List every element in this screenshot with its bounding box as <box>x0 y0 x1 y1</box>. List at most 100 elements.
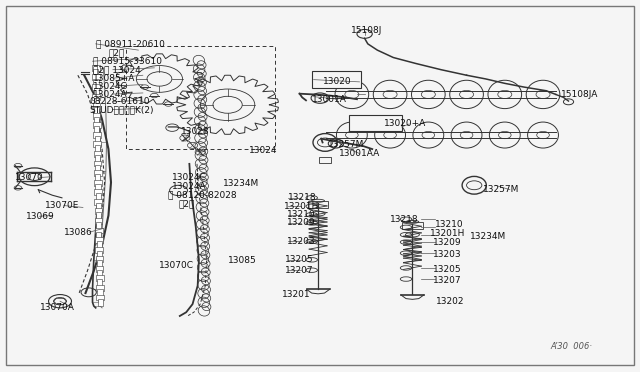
Bar <box>92 94 100 100</box>
Text: Ⓥ 08915-33610: Ⓥ 08915-33610 <box>93 57 161 66</box>
FancyBboxPatch shape <box>6 6 634 365</box>
Bar <box>93 141 101 147</box>
Text: 13001AA: 13001AA <box>339 149 380 158</box>
Bar <box>95 193 100 201</box>
Bar <box>93 69 99 76</box>
Bar <box>95 165 100 172</box>
Bar <box>95 228 102 234</box>
Bar <box>95 247 103 253</box>
Bar <box>95 208 102 214</box>
Text: 13070A: 13070A <box>40 302 74 312</box>
Text: 13203: 13203 <box>287 237 316 246</box>
Bar <box>319 157 332 163</box>
Text: 13020+A: 13020+A <box>384 119 426 128</box>
Text: 13218: 13218 <box>288 193 317 202</box>
Bar <box>95 218 102 224</box>
Text: （2）: （2） <box>179 199 195 208</box>
Bar <box>402 222 422 229</box>
Text: 13201H: 13201H <box>429 229 465 238</box>
Bar <box>92 74 100 80</box>
Text: （2） 13024: （2） 13024 <box>93 65 140 74</box>
Bar <box>96 212 101 220</box>
Bar <box>93 78 99 86</box>
Text: 13085+A: 13085+A <box>93 74 135 83</box>
Text: 13086: 13086 <box>64 228 93 237</box>
Text: 13210: 13210 <box>287 210 316 219</box>
Bar <box>97 251 102 258</box>
Bar <box>96 295 104 301</box>
Text: Ⓝ 08911-20610: Ⓝ 08911-20610 <box>96 39 164 48</box>
Bar <box>93 113 100 119</box>
Bar <box>95 199 102 205</box>
Text: 13207: 13207 <box>285 266 314 275</box>
Text: 13257M: 13257M <box>328 140 364 149</box>
Bar <box>92 84 100 90</box>
Text: 13203: 13203 <box>433 250 462 259</box>
Text: 13207: 13207 <box>433 276 462 285</box>
Bar <box>96 266 103 272</box>
Bar <box>97 270 102 277</box>
Text: 13024: 13024 <box>248 147 277 155</box>
Bar <box>97 289 102 296</box>
Text: 13070E: 13070E <box>45 201 79 210</box>
Bar <box>94 180 102 186</box>
Text: 13205: 13205 <box>285 255 314 264</box>
Bar <box>97 241 102 248</box>
Text: 13234M: 13234M <box>223 179 259 188</box>
Text: 13024C: 13024C <box>93 82 127 91</box>
Bar <box>93 132 100 138</box>
Bar <box>95 256 103 262</box>
Bar <box>94 170 102 176</box>
Text: 13024A: 13024A <box>172 182 207 191</box>
Text: 13257M: 13257M <box>483 185 519 194</box>
Text: 13209: 13209 <box>433 238 462 247</box>
Text: 13024A: 13024A <box>93 90 127 99</box>
Text: 15108J: 15108J <box>351 26 382 35</box>
Bar <box>96 203 101 210</box>
Text: 13085: 13085 <box>228 256 257 265</box>
Bar <box>95 237 103 243</box>
Text: 13218: 13218 <box>390 215 419 224</box>
Text: （2）: （2） <box>108 48 125 57</box>
Bar <box>308 201 328 208</box>
Text: 13209: 13209 <box>287 218 316 227</box>
Bar <box>95 155 100 163</box>
Bar <box>93 161 101 167</box>
Bar <box>96 285 104 291</box>
Text: 13205: 13205 <box>433 264 462 273</box>
Text: 13202: 13202 <box>436 297 465 306</box>
Text: 13028: 13028 <box>181 127 210 136</box>
Bar <box>93 103 100 109</box>
Bar <box>94 98 99 105</box>
Bar <box>98 299 102 306</box>
Bar <box>95 145 100 153</box>
Text: 13201: 13201 <box>282 291 310 299</box>
Bar <box>95 136 100 143</box>
Bar <box>93 88 99 96</box>
Bar <box>93 151 101 157</box>
Bar <box>95 174 100 182</box>
Bar <box>94 189 102 195</box>
Text: 13210: 13210 <box>435 220 463 229</box>
Text: 15108JA: 15108JA <box>561 90 598 99</box>
FancyBboxPatch shape <box>349 115 402 131</box>
Text: 13001A: 13001A <box>312 95 348 104</box>
Text: 13070C: 13070C <box>159 261 195 270</box>
Bar <box>93 122 100 128</box>
Bar <box>97 279 102 287</box>
Bar <box>97 232 101 239</box>
Text: 13024C: 13024C <box>172 173 207 182</box>
Bar <box>97 260 102 268</box>
Bar <box>95 184 100 191</box>
FancyBboxPatch shape <box>312 71 362 88</box>
Bar <box>92 65 100 71</box>
Bar <box>96 275 104 281</box>
Text: 13069: 13069 <box>26 212 54 221</box>
Bar <box>94 107 99 115</box>
Bar <box>96 222 101 230</box>
Text: 13234M: 13234M <box>470 232 506 241</box>
Bar <box>94 126 99 134</box>
Text: 13070: 13070 <box>15 173 44 182</box>
Text: 08228-61610: 08228-61610 <box>90 97 150 106</box>
Text: 13020: 13020 <box>323 77 352 86</box>
